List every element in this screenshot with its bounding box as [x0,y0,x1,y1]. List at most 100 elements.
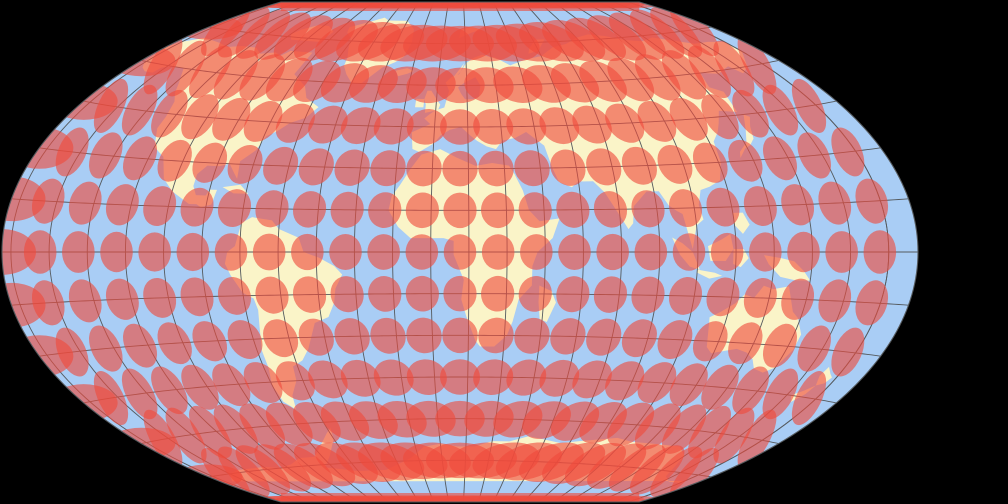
tissot-indicatrix [263,146,299,185]
tissot-indicatrix [478,150,514,187]
tissot-indicatrix [151,89,188,138]
tissot-indicatrix [481,234,515,270]
tissot-indicatrix [637,101,677,142]
tissot-indicatrix [89,325,123,372]
tissot-indicatrix [621,319,657,358]
tissot-indicatrix [668,277,703,315]
tissot-indicatrix [181,364,219,410]
tissot-indicatrix [62,231,95,273]
tissot-indicatrix [797,132,831,179]
tissot-indicatrix [68,181,102,225]
tissot-indicatrix [762,323,798,368]
tissot-indicatrix [713,40,755,97]
tissot-indicatrix [631,190,665,228]
tissot-indicatrix [692,321,728,362]
tissot-indicatrix [31,280,65,326]
tissot-indicatrix [818,181,852,225]
tissot-indicatrix [797,325,831,372]
tissot-indicatrix [701,364,739,410]
tissot-indicatrix [710,232,744,272]
tissot-indicatrix [634,233,668,271]
tissot-indicatrix [368,276,402,312]
tissot-indicatrix [762,368,799,420]
tissot-indicatrix [558,234,591,270]
tissot-indicatrix [265,57,313,102]
tissot-indicatrix [121,84,158,136]
tissot-indicatrix [217,277,252,315]
tissot-indicatrix [189,45,232,99]
tissot-indicatrix [706,277,740,317]
tissot-indicatrix [514,150,550,187]
tissot-indicatrix [143,35,183,95]
tissot-indicatrix [292,276,327,313]
tissot-indicatrix [855,178,889,224]
tissot-indicatrix [192,321,228,362]
tissot-indicatrix [743,186,777,227]
tissot-indicatrix [263,319,299,358]
tissot-indicatrix [157,139,192,182]
tissot-indicatrix [443,192,477,229]
tissot-indicatrix [650,446,703,498]
tissot-indicatrix [831,327,865,377]
tissot-indicatrix [105,278,139,320]
tissot-indicatrix [791,78,827,133]
tissot-indicatrix [539,107,580,145]
tissot-indicatrix [265,402,313,447]
tissot-indicatrix [138,232,171,272]
tissot-indicatrix [473,109,514,145]
tissot-indicatrix [669,97,708,141]
tissot-indicatrix [608,12,666,60]
tissot-indicatrix [732,366,769,415]
tissot-indicatrix [213,404,259,454]
tissot-indicatrix [189,405,232,459]
tissot-indicatrix [506,359,547,396]
tissot-indicatrix [572,360,612,399]
tissot-indicatrix [213,50,259,100]
tissot-indicatrix [520,234,553,270]
tissot-indicatrix [329,234,362,270]
tissot-indicatrix [732,89,769,138]
land-java [697,269,723,279]
tissot-indicatrix [692,142,728,183]
tissot-indicatrix [737,409,777,469]
tissot-indicatrix [621,146,657,185]
tissot-indicatrix [165,407,207,464]
tissot-indicatrix [370,317,406,354]
tissot-indicatrix [556,276,590,313]
tissot-indicatrix [791,371,827,426]
tissot-indicatrix [217,189,252,227]
tissot-indicatrix [367,234,400,270]
tissot-indicatrix [607,57,655,102]
tissot-indicatrix [330,191,364,228]
tissot-indicatrix [122,136,158,181]
tissot-indicatrix [292,191,327,228]
tissot-indicatrix [593,191,628,228]
tissot-indicatrix [243,362,283,403]
tissot-indicatrix [255,190,289,228]
tissot-indicatrix [180,187,214,227]
tissot-indicatrix [713,407,755,464]
tissot-indicatrix [688,45,731,99]
pole-indicatrix-band-south [280,493,640,502]
tissot-indicatrix [657,144,693,184]
tissot-indicatrix [68,279,102,323]
tissot-indicatrix [180,277,214,317]
tissot-indicatrix [243,101,283,142]
tissot-indicatrix [55,327,89,377]
tissot-indicatrix [406,317,442,354]
tissot-indicatrix [192,142,228,183]
tissot-indicatrix [291,233,324,271]
tissot-indicatrix [235,445,291,495]
tissot-indicatrix [252,233,286,271]
tissot-indicatrix [373,108,414,145]
tissot-indicatrix [55,127,89,177]
tissot-indicatrix [340,107,381,145]
tissot-indicatrix [334,149,370,186]
tissot-indicatrix [539,359,580,397]
tissot-indicatrix [631,276,665,314]
tissot-indicatrix [586,318,622,356]
tissot-indicatrix [308,360,348,399]
tissot-indicatrix [2,229,36,275]
tissot-indicatrix [481,275,515,312]
